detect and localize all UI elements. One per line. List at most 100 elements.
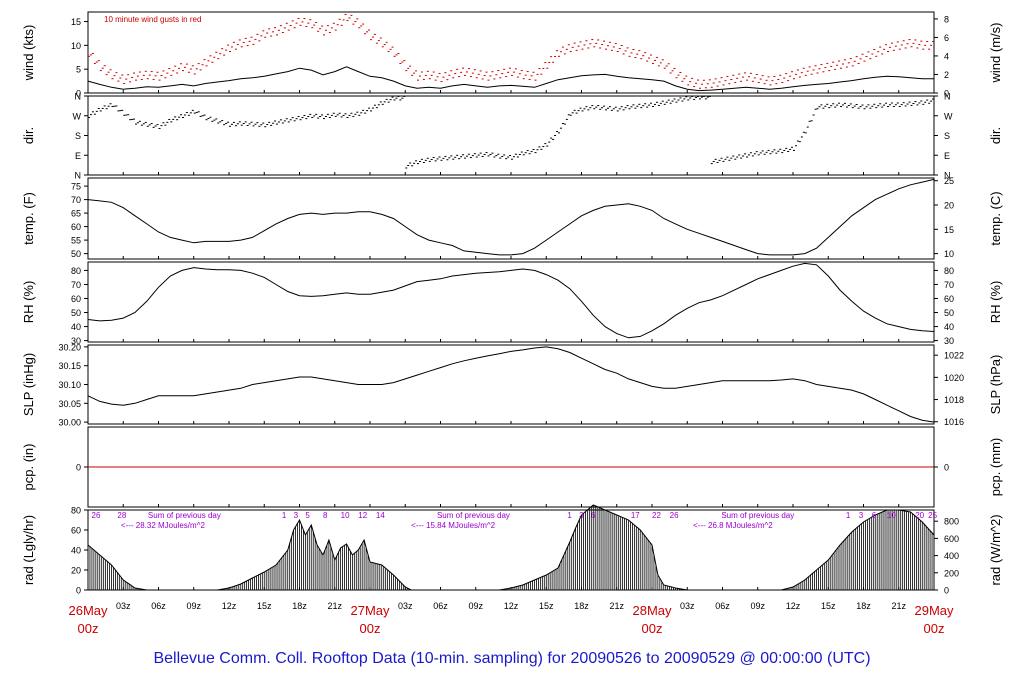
time-major-label: 00z <box>78 621 99 636</box>
time-major-label: 26May <box>68 603 108 618</box>
right-tick-label: 4 <box>944 51 949 61</box>
rh-line <box>87 262 935 339</box>
left-tick-label: 30.05 <box>58 399 81 409</box>
radiation-top-annotation: 17 <box>631 511 640 520</box>
right-tick-label: N <box>944 92 951 102</box>
right-tick-label: 80 <box>944 266 954 276</box>
time-major-label: 27May <box>350 603 390 618</box>
radiation-top-annotation: 10 <box>887 511 896 520</box>
time-minor-label: 03z <box>398 601 413 611</box>
left-tick-label: E <box>75 151 81 161</box>
left-tick-label: N <box>75 92 82 102</box>
right-axis-label: SLP (hPa) <box>988 355 1003 415</box>
left-tick-label: W <box>73 111 82 121</box>
radiation-top-annotation: Sum of previous day <box>437 511 510 520</box>
right-tick-label: 400 <box>944 551 959 561</box>
radiation-top-annotation: 6 <box>872 511 877 520</box>
left-tick-label: 5 <box>76 65 81 75</box>
pressure-line <box>87 346 935 423</box>
right-tick-label: 20 <box>944 201 954 211</box>
right-tick-label: 1022 <box>944 351 964 361</box>
time-major-label: 28May <box>632 603 672 618</box>
radiation-top-annotation: 22 <box>652 511 661 520</box>
time-minor-label: 09z <box>750 601 765 611</box>
right-tick-label: 70 <box>944 280 954 290</box>
right-tick-label: 600 <box>944 534 959 544</box>
panel-slp: 30.00 30.05 30.10 30.15 30.20 1016 1018 1020 102… <box>21 342 1003 427</box>
left-tick-label: N <box>75 171 82 181</box>
time-minor-label: 15z <box>821 601 836 611</box>
right-tick-label: 0 <box>944 463 949 473</box>
time-major-label: 00z <box>360 621 381 636</box>
temperature-line <box>87 178 935 256</box>
right-tick-label: 800 <box>944 517 959 527</box>
right-tick-label: 0 <box>944 586 949 596</box>
time-minor-label: 21z <box>327 601 342 611</box>
left-tick-label: 50 <box>71 308 81 318</box>
radiation-top-annotation: 6 <box>591 511 596 520</box>
left-tick-label: 0 <box>76 89 81 99</box>
time-minor-label: 09z <box>468 601 483 611</box>
time-minor-label: 09z <box>186 601 201 611</box>
radiation-top-annotation: 1 <box>282 511 287 520</box>
radiation-top-annotation: 1 <box>567 511 572 520</box>
time-minor-label: 03z <box>116 601 131 611</box>
right-tick-label: 1016 <box>944 417 964 427</box>
left-tick-label: 60 <box>71 294 81 304</box>
left-tick-label: 60 <box>71 222 81 232</box>
radiation-top-annotation: 25 <box>928 511 937 520</box>
radiation-top-annotation: Sum of previous day <box>148 511 221 520</box>
panel-temp: 50 55 60 65 70 75 10 15 20 25 temp. (F) temp. (C) <box>21 176 1003 260</box>
time-minor-label: 03z <box>680 601 695 611</box>
right-tick-label: 60 <box>944 294 954 304</box>
right-tick-label: 200 <box>944 568 959 578</box>
time-minor-label: 12z <box>504 601 519 611</box>
left-tick-label: 30 <box>71 336 81 346</box>
left-axis-label: wind (kts) <box>21 25 36 82</box>
radiation-sum-annotation: <--- 28.32 MJoules/m^2 <box>121 521 206 530</box>
left-tick-label: 0 <box>76 463 81 473</box>
radiation-top-annotation: 1 <box>846 511 851 520</box>
left-tick-label: 60 <box>71 526 81 536</box>
left-tick-label: 0 <box>76 586 81 596</box>
radiation-top-annotation: 26 <box>92 511 101 520</box>
time-minor-label: 15z <box>257 601 272 611</box>
right-tick-label: 0 <box>944 89 949 99</box>
right-tick-label: 2 <box>944 70 949 80</box>
left-tick-label: 30.15 <box>58 361 81 371</box>
radiation-sum-annotation: <--- 15.84 MJoules/m^2 <box>411 521 496 530</box>
left-tick-label: 20 <box>71 566 81 576</box>
panel-frame <box>87 95 935 176</box>
left-axis-label: rad (Lgly/hr) <box>21 515 36 585</box>
right-tick-label: 1020 <box>944 373 964 383</box>
time-minor-label: 15z <box>539 601 554 611</box>
time-minor-label: 18z <box>292 601 307 611</box>
left-tick-label: 65 <box>71 209 81 219</box>
time-minor-label: 21z <box>891 601 906 611</box>
panel-frame <box>87 344 935 425</box>
radiation-top-annotation: 12 <box>358 511 367 520</box>
time-minor-label: 12z <box>222 601 237 611</box>
left-axis-label: temp. (F) <box>21 192 36 245</box>
left-axis-label: pcp. (in) <box>21 444 36 491</box>
right-tick-label: W <box>944 111 953 121</box>
right-axis-label: temp. (C) <box>988 191 1003 245</box>
radiation-top-annotation: 8 <box>323 511 328 520</box>
right-tick-label: 10 <box>944 249 954 259</box>
panel-rh: 30 40 50 60 70 80 30 40 50 60 70 80 RH (%) RH (%) <box>21 261 1003 346</box>
right-axis-label: pcp. (mm) <box>988 438 1003 497</box>
radiation-sum-annotation: <--- 26.8 MJoules/m^2 <box>693 521 773 530</box>
left-tick-label: 40 <box>71 546 81 556</box>
right-tick-label: 40 <box>944 322 954 332</box>
radiation-outline <box>87 504 935 591</box>
left-tick-label: 15 <box>71 17 81 27</box>
radiation-top-annotation: 5 <box>305 511 310 520</box>
left-tick-label: 75 <box>71 182 81 192</box>
right-tick-label: N <box>944 171 951 181</box>
left-tick-label: 30.10 <box>58 380 81 390</box>
right-axis-label: wind (m/s) <box>988 23 1003 84</box>
left-tick-label: 80 <box>71 506 81 516</box>
time-minor-label: 06z <box>715 601 730 611</box>
